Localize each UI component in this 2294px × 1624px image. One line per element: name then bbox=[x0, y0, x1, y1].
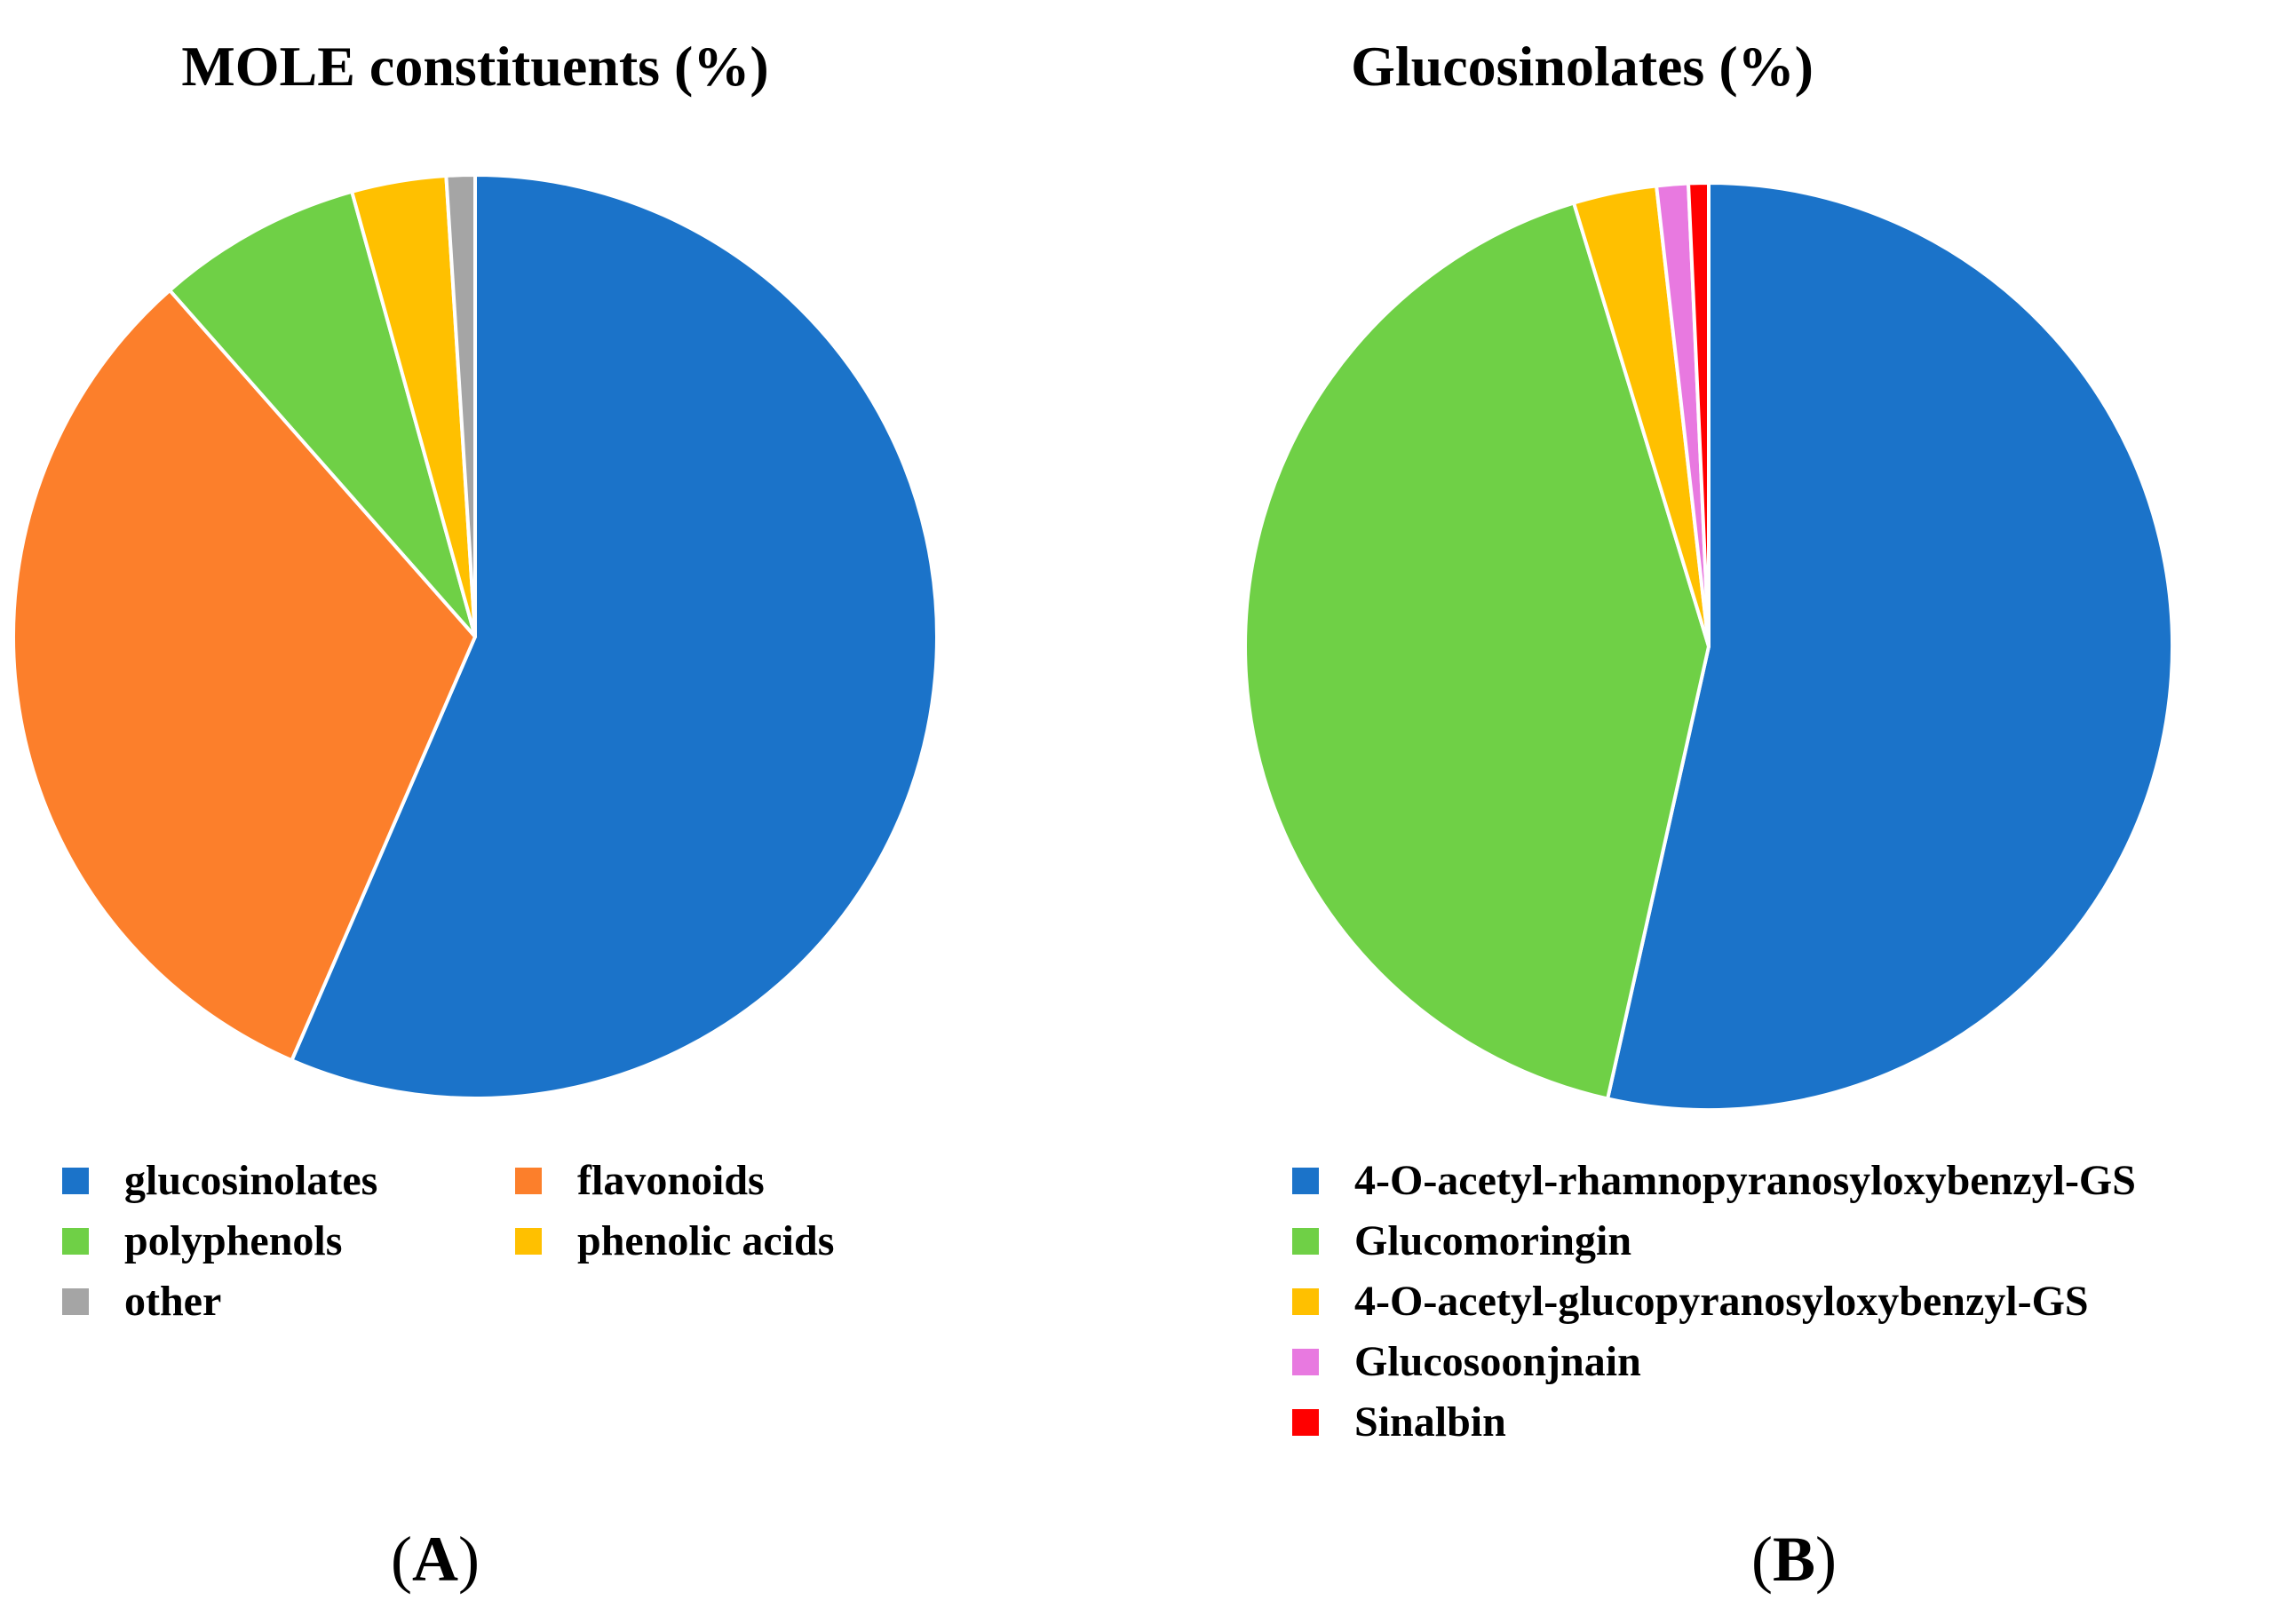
panel-label-close: ) bbox=[1815, 1524, 1837, 1595]
panel-label-open: ( bbox=[1751, 1524, 1773, 1595]
legend-label: Glucosoonjnain bbox=[1354, 1338, 1641, 1385]
pie-slice-polyphenols bbox=[168, 189, 477, 638]
panel-label-letter: B bbox=[1772, 1524, 1816, 1595]
legend-label: other bbox=[124, 1278, 222, 1325]
legend-label: 4-O-acetyl-rhamnopyranosyloxybenzyl-GS bbox=[1354, 1157, 2136, 1204]
legend-item-other: other bbox=[62, 1277, 221, 1326]
legend-label: phenolic acids bbox=[577, 1217, 835, 1264]
legend-swatch bbox=[1292, 1348, 1319, 1375]
legend-item-glucopyranosyloxybenzyl-gs: 4-O-acetyl-glucopyranosyloxybenzyl-GS bbox=[1292, 1277, 2089, 1326]
chart-title-b: Glucosinolates (%) bbox=[1351, 35, 1814, 98]
legend-item-phenolic-acids: phenolic acids bbox=[515, 1216, 834, 1265]
pie-slice-4-o-acetyl-rhamnopyranosyloxybenzyl-gs bbox=[1606, 181, 2174, 1112]
legend-item-glucosinolates: glucosinolates bbox=[62, 1156, 377, 1205]
pie-slice-glucosinolates bbox=[290, 173, 939, 1100]
pie-slice-glucomoringin bbox=[1243, 201, 1711, 1101]
legend-label: Glucomoringin bbox=[1354, 1217, 1632, 1264]
legend-swatch bbox=[62, 1287, 89, 1315]
legend-label: 4-O-acetyl-glucopyranosyloxybenzyl-GS bbox=[1354, 1278, 2089, 1325]
legend-item-rhamnopyranosyloxybenzyl-gs: 4-O-acetyl-rhamnopyranosyloxybenzyl-GS bbox=[1292, 1156, 2136, 1205]
panel-a: MOLE constituents (%) glucosinolates fla… bbox=[0, 0, 1146, 1624]
legend-label: glucosinolates bbox=[124, 1157, 378, 1204]
legend-item-glucosoonjnain: Glucosoonjnain bbox=[1292, 1337, 1641, 1386]
legend-swatch bbox=[515, 1167, 542, 1194]
legend-item-flavonoids: flavonoids bbox=[515, 1156, 765, 1205]
legend-swatch bbox=[1292, 1287, 1319, 1315]
pie-chart-b bbox=[1243, 180, 2174, 1112]
panel-label-open: ( bbox=[391, 1524, 412, 1595]
panel-label-letter: A bbox=[411, 1524, 458, 1595]
panel-label-a: (A) bbox=[391, 1523, 480, 1596]
legend-label: flavonoids bbox=[577, 1157, 765, 1204]
chart-title-a: MOLE constituents (%) bbox=[181, 35, 769, 98]
legend-swatch bbox=[1292, 1167, 1319, 1194]
panel-b: Glucosinolates (%) 4-O-acetyl-rhamnopyra… bbox=[1146, 0, 2294, 1624]
legend-item-sinalbin: Sinalbin bbox=[1292, 1398, 1506, 1446]
legend-label: Sinalbin bbox=[1354, 1398, 1506, 1446]
legend-item-glucomoringin: Glucomoringin bbox=[1292, 1216, 1631, 1265]
legend-item-polyphenols: polyphenols bbox=[62, 1216, 342, 1265]
legend-swatch bbox=[62, 1167, 89, 1194]
pie-chart-a bbox=[12, 173, 939, 1100]
legend-label: polyphenols bbox=[124, 1217, 343, 1264]
legend-swatch bbox=[1292, 1227, 1319, 1255]
pie-slice-other bbox=[444, 173, 477, 638]
panel-label-close: ) bbox=[457, 1524, 480, 1595]
legend-swatch bbox=[515, 1227, 542, 1255]
pie-slice-flavonoids bbox=[12, 288, 477, 1063]
legend-swatch bbox=[62, 1227, 89, 1255]
panel-label-b: (B) bbox=[1751, 1523, 1837, 1596]
legend-swatch bbox=[1292, 1408, 1319, 1436]
pie-slice-sinalbin bbox=[1687, 180, 1711, 648]
